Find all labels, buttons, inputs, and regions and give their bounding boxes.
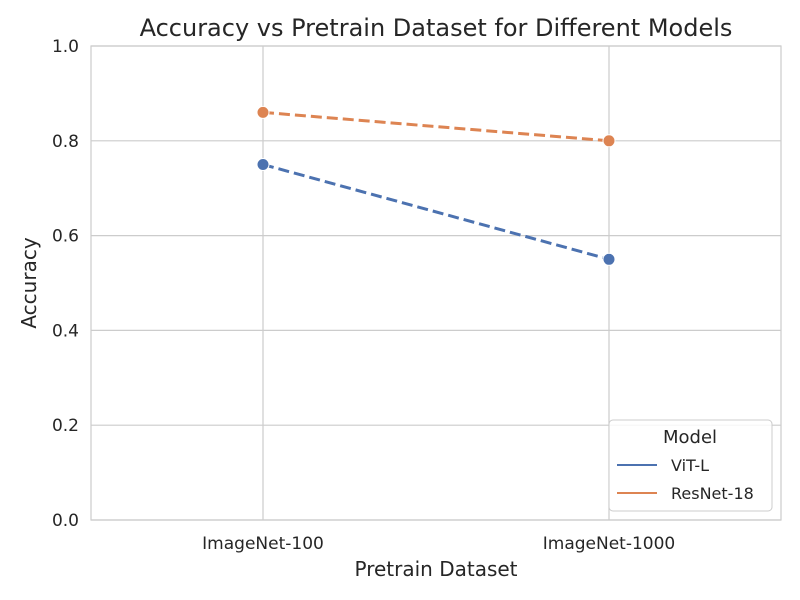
y-axis-label: Accuracy (17, 237, 41, 328)
legend-title: Model (663, 427, 717, 448)
y-tick-label: 0.0 (52, 511, 79, 531)
legend-label: ResNet-18 (671, 484, 754, 503)
y-tick-label: 0.2 (52, 416, 79, 436)
y-tick-labels: 0.0 0.2 0.4 0.6 0.8 1.0 (52, 37, 79, 531)
data-point-vit-l-0 (256, 158, 270, 171)
series-group (256, 105, 616, 266)
x-tick-label: ImageNet-100 (202, 534, 324, 554)
chart-title: Accuracy vs Pretrain Dataset for Differe… (140, 14, 733, 42)
series-line-resnet-18 (262, 110, 610, 143)
legend: Model ViT-L ResNet-18 (608, 419, 773, 512)
data-point-resnet-18-0 (256, 105, 270, 119)
x-axis-label: Pretrain Dataset (354, 557, 517, 581)
plot-frame (90, 45, 782, 521)
data-point-vit-l-1 (602, 252, 616, 266)
y-tick-label: 0.4 (52, 321, 79, 341)
legend-label: ViT-L (671, 456, 709, 475)
y-tick-label: 0.8 (52, 132, 79, 152)
y-tick-label: 0.6 (52, 227, 79, 247)
data-point-resnet-18-1 (602, 134, 616, 148)
legend-box (608, 419, 773, 512)
y-tick-label: 1.0 (52, 37, 79, 57)
x-tick-labels: ImageNet-100 ImageNet-1000 (202, 534, 675, 554)
series-line-vit-l (262, 163, 610, 261)
x-tick-label: ImageNet-1000 (543, 534, 675, 554)
